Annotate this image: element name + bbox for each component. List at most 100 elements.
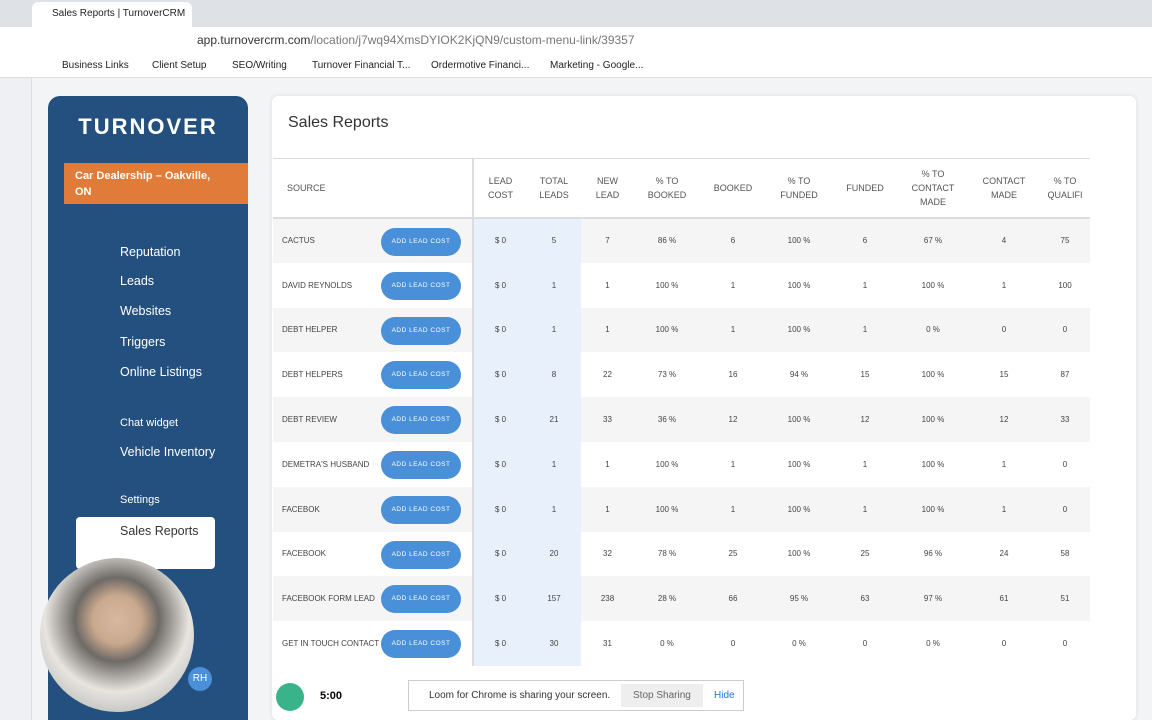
column-header: NEW LEAD: [581, 159, 634, 219]
bookmark[interactable]: Business Links: [62, 60, 129, 71]
data-cell: 100 %: [766, 397, 832, 442]
data-cell: 32: [603, 549, 612, 559]
add-lead-cost-button[interactable]: ADD LEAD COST: [381, 585, 461, 614]
add-lead-cost-button[interactable]: ADD LEAD COST: [381, 271, 461, 300]
table-row: FACEBOOK ADD LEAD COST $ 0 20 32 78 % 25 100 % 2…: [273, 531, 1090, 577]
column-header: % TO BOOKED: [634, 159, 700, 219]
hide[interactable]: Hide: [714, 690, 735, 701]
data-cell: 51: [1040, 576, 1090, 622]
table-row: CACTUS ADD LEAD COST $ 0 5 7 86 % 6 100 % 6 67 % 4…: [273, 218, 1090, 263]
data-cell: 25: [728, 549, 738, 559]
add-lead-cost-button[interactable]: ADD LEAD COST: [381, 450, 461, 479]
data-cell: 94 %: [789, 370, 809, 380]
data-cell: 0: [1062, 459, 1068, 469]
menu-item[interactable]: Leads: [120, 274, 155, 288]
menu-item[interactable]: Reputation: [120, 245, 181, 259]
data-cell: $ 0: [473, 218, 527, 263]
loom-bar: Loom for Chrome is sharing your screen. …: [408, 680, 744, 711]
column-header: FUNDED: [832, 159, 898, 219]
data-cell: 1: [832, 486, 898, 532]
source-cell: GET IN TOUCH CONTACT FORM WEBSITE ADD LEA…: [273, 621, 474, 666]
brand: TURNOVER: [78, 114, 218, 139]
source-cell: DEBT HELPER ADD LEAD COST: [273, 307, 474, 353]
data-cell: 1: [730, 459, 736, 469]
menu-item[interactable]: Vehicle Inventory: [120, 445, 216, 459]
finish-button[interactable]: [276, 683, 304, 711]
icon-rail: [0, 78, 32, 720]
add-lead-cost-button[interactable]: ADD LEAD COST: [381, 406, 461, 435]
bookmark[interactable]: Turnover Financial T...: [312, 60, 411, 71]
location-selector[interactable]: Car Dealership – Oakville, ON: [64, 163, 248, 204]
bookmark[interactable]: Client Setup: [152, 60, 207, 71]
data-cell: 97 %: [898, 576, 968, 622]
add-lead-cost-button[interactable]: ADD LEAD COST: [381, 495, 461, 524]
url-path: /location/j7wq94XmsDYIOK2KjQN9/custom-me…: [310, 33, 635, 47]
column-header: CONTACT MADE: [968, 159, 1040, 219]
data-cell: 100 %: [655, 280, 679, 290]
address-bar[interactable]: app.turnovercrm.com/location/j7wq94XmsDY…: [0, 27, 1152, 54]
page-title: Sales Reports: [288, 114, 389, 131]
add-lead-cost-button[interactable]: ADD LEAD COST: [381, 316, 461, 345]
source-cell: DEBT REVIEW ADD LEAD COST: [273, 397, 474, 442]
menu-item[interactable]: Chat widget: [120, 417, 179, 429]
data-cell: 100 %: [898, 486, 968, 532]
data-cell: 6: [700, 218, 766, 263]
data-cell: 100 %: [898, 397, 968, 442]
data-cell: $ 0: [473, 262, 527, 308]
data-cell: 86 %: [634, 218, 700, 263]
stop-sharing[interactable]: Stop Sharing: [621, 684, 703, 707]
menu-item[interactable]: Websites: [120, 304, 172, 318]
data-cell: 1: [832, 307, 898, 353]
data-cell: 1: [527, 486, 581, 532]
column-header: TOTAL LEADS: [527, 159, 581, 219]
data-cell: 100 %: [787, 549, 811, 559]
add-lead-cost-button[interactable]: ADD LEAD COST: [381, 228, 461, 256]
bookmark[interactable]: Ordermotive Financi...: [431, 60, 530, 71]
data-cell: 100 %: [655, 459, 679, 469]
data-cell: 1: [1001, 280, 1007, 290]
menu-item[interactable]: Online Listings: [120, 365, 202, 379]
data-cell: 1: [581, 307, 634, 353]
bookmark[interactable]: Marketing - Google...: [550, 60, 644, 71]
data-cell: 33: [581, 397, 634, 442]
menu-item[interactable]: Triggers: [120, 335, 166, 349]
add-lead-cost-button[interactable]: ADD LEAD COST: [381, 540, 461, 569]
data-cell: 100 %: [634, 486, 700, 532]
data-cell: 0: [968, 307, 1040, 353]
tab[interactable]: Sales Reports | TurnoverCRM: [32, 2, 192, 27]
data-cell: 63: [832, 576, 898, 622]
data-cell: 0 %: [660, 639, 674, 649]
data-cell: $ 0: [473, 621, 527, 666]
column-header: % TO CONTACT MADE: [898, 159, 968, 219]
data-cell: 1: [700, 486, 766, 532]
data-cell: 36 %: [634, 397, 700, 442]
data-cell: 0: [862, 639, 868, 649]
data-cell: 25: [860, 549, 870, 559]
data-cell: 33: [1040, 397, 1090, 442]
data-cell: 100: [1058, 280, 1072, 290]
menu-item[interactable]: Sales Reports: [120, 524, 199, 538]
data-cell: 100 %: [766, 486, 832, 532]
source-cell: FACEBOOK FORM LEAD ADD LEAD COST: [273, 576, 474, 622]
data-cell: 1: [605, 280, 610, 290]
data-cell: 15: [999, 370, 1009, 380]
table-row: DEBT REVIEW ADD LEAD COST $ 0 21 33 36 % 12 100…: [273, 397, 1090, 442]
data-cell: 100 %: [787, 280, 811, 290]
data-cell: 1: [527, 307, 581, 353]
data-cell: 87: [1060, 370, 1070, 380]
bookmark[interactable]: SEO/Writing: [232, 60, 287, 71]
data-cell: 96 %: [923, 549, 943, 559]
avatar[interactable]: RH: [188, 667, 212, 691]
source-cell: CACTUS ADD LEAD COST: [273, 218, 474, 263]
column-header: % TO FUNDED: [766, 159, 832, 219]
add-lead-cost-button[interactable]: ADD LEAD COST: [381, 361, 461, 390]
table-wrap: SOURCE LEAD COST TOTAL LEADS NEW LEAD% TO B…: [273, 158, 1090, 670]
data-cell: 0 %: [898, 307, 968, 353]
data-cell: 0: [1001, 639, 1007, 649]
add-lead-cost-button[interactable]: ADD LEAD COST: [381, 630, 461, 659]
column-header: % TO QUALIFI: [1040, 159, 1090, 219]
data-cell: 22: [603, 370, 612, 380]
data-cell: $ 0: [473, 531, 527, 577]
menu-item[interactable]: Settings: [120, 494, 160, 506]
